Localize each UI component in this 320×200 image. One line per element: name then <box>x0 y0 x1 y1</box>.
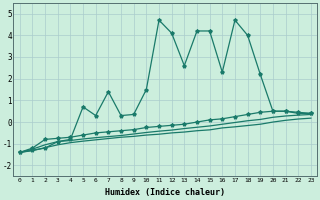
X-axis label: Humidex (Indice chaleur): Humidex (Indice chaleur) <box>105 188 225 197</box>
